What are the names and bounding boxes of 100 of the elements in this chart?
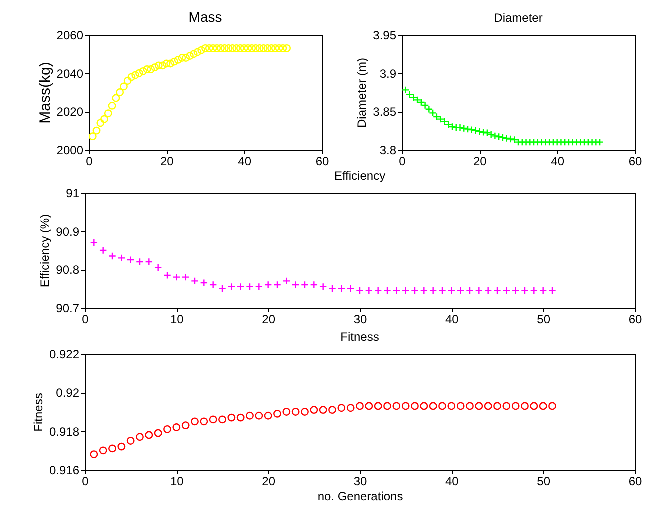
point <box>487 130 496 139</box>
point <box>440 118 449 126</box>
point <box>99 246 108 254</box>
point <box>136 433 144 442</box>
point <box>217 44 225 52</box>
point <box>145 258 154 266</box>
point <box>228 282 236 291</box>
chart-title: Efficiency <box>334 169 386 183</box>
point <box>178 54 186 62</box>
point <box>282 408 291 416</box>
point <box>274 281 282 289</box>
point <box>466 402 474 410</box>
y-tick-label: 2020 <box>56 105 84 120</box>
x-tick-label: 0 <box>86 154 94 168</box>
x-tick-label: 0 <box>82 312 90 326</box>
point <box>264 281 272 289</box>
point <box>384 286 392 295</box>
point <box>220 44 229 52</box>
y-tick-label: 0.918 <box>49 424 80 439</box>
point <box>301 408 309 416</box>
point <box>209 281 218 289</box>
x-tick-label: 50 <box>537 312 551 326</box>
point <box>410 94 418 102</box>
point <box>392 286 401 295</box>
point <box>539 402 548 410</box>
point <box>264 412 272 420</box>
point <box>494 286 502 295</box>
point <box>205 44 214 52</box>
point <box>116 88 124 96</box>
point <box>484 286 492 295</box>
point <box>271 44 280 52</box>
point <box>172 424 181 432</box>
point <box>108 102 116 110</box>
point <box>483 129 492 138</box>
y-tick-label: 3.9 <box>380 66 397 81</box>
point <box>456 124 464 132</box>
point <box>484 402 492 410</box>
x-tick-label: 0 <box>399 154 406 168</box>
point <box>128 73 136 82</box>
point <box>240 44 248 52</box>
x-tick-label: 20 <box>473 154 488 168</box>
x-tick-label: 0 <box>82 474 90 488</box>
y-tick-label: 3.95 <box>373 28 397 42</box>
point <box>429 109 438 118</box>
point <box>260 44 268 52</box>
point <box>256 44 264 52</box>
point <box>420 402 428 410</box>
point <box>310 281 318 289</box>
point <box>145 431 154 440</box>
x-tick-label: 10 <box>170 312 184 326</box>
point <box>202 44 210 52</box>
point <box>502 402 511 410</box>
point <box>255 412 264 420</box>
point <box>292 408 300 416</box>
point <box>120 82 128 91</box>
point <box>158 62 167 70</box>
y-tick-label: 0.92 <box>56 386 80 400</box>
point <box>194 48 202 56</box>
point <box>411 286 419 295</box>
point <box>279 44 288 52</box>
point <box>438 286 446 295</box>
point <box>200 418 208 426</box>
y-tick-label: 91 <box>66 186 80 200</box>
point <box>246 282 254 291</box>
point <box>264 44 272 52</box>
point <box>346 284 355 293</box>
point <box>417 98 426 106</box>
point <box>282 277 291 286</box>
point <box>112 94 120 102</box>
point <box>425 105 434 114</box>
point <box>174 56 182 64</box>
y-tick-label: 3.85 <box>373 105 397 120</box>
point <box>136 258 144 266</box>
point <box>99 446 108 455</box>
point <box>164 425 172 434</box>
point <box>436 115 445 124</box>
point <box>124 77 132 85</box>
point <box>228 44 237 52</box>
point <box>218 284 226 293</box>
point <box>139 67 148 76</box>
x-tick-label: 20 <box>262 312 276 326</box>
point <box>232 44 241 52</box>
x-tick-label: 20 <box>262 474 276 488</box>
y-tick-label: 90.7 <box>56 302 80 316</box>
point <box>521 286 529 295</box>
point <box>448 402 456 410</box>
point <box>89 132 97 141</box>
point <box>310 406 318 414</box>
chart-title: Fitness <box>340 330 380 344</box>
point <box>100 115 108 124</box>
point <box>96 119 105 128</box>
point <box>499 134 507 142</box>
point <box>248 44 256 52</box>
point <box>143 66 152 74</box>
point <box>502 286 511 295</box>
x-tick-label: 60 <box>316 154 330 168</box>
point <box>166 60 175 68</box>
point <box>162 60 171 68</box>
point <box>392 402 401 410</box>
point <box>448 286 456 295</box>
